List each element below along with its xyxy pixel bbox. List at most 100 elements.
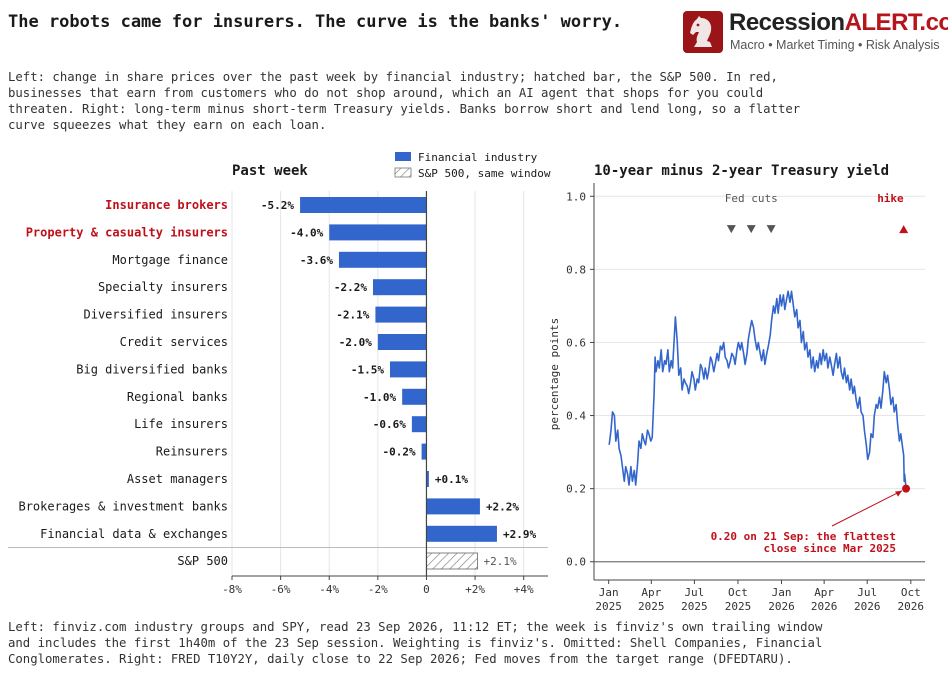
intro-text: Left: change in share prices over the pa… bbox=[8, 70, 801, 132]
x-tick-label-month: Jul bbox=[857, 586, 877, 599]
x-tick-label: -6% bbox=[271, 583, 291, 596]
fed-cut-marker bbox=[746, 225, 756, 234]
bar bbox=[426, 471, 429, 487]
annotation-arrowhead bbox=[895, 490, 903, 497]
category-label: Financial data & exchanges bbox=[40, 527, 228, 541]
x-tick-label-year: 2026 bbox=[854, 600, 881, 613]
fed-cuts-label: Fed cuts bbox=[725, 192, 778, 205]
bar bbox=[300, 197, 427, 213]
x-tick-label: +2% bbox=[465, 583, 485, 596]
y-tick-label: 1.0 bbox=[566, 190, 586, 203]
category-label: Insurance brokers bbox=[105, 198, 228, 212]
bar bbox=[426, 498, 480, 515]
category-label: Reinsurers bbox=[156, 445, 228, 459]
y-tick-label: 0.0 bbox=[566, 556, 586, 569]
x-tick-label: -2% bbox=[368, 583, 388, 596]
x-tick-label-month: Jan bbox=[772, 586, 792, 599]
bar bbox=[338, 251, 427, 268]
value-label: -2.0% bbox=[339, 336, 372, 349]
legend-swatch-industry bbox=[395, 152, 411, 161]
left-chart-title: Past week bbox=[232, 163, 308, 179]
y-tick-label: 0.4 bbox=[566, 410, 586, 423]
bar bbox=[377, 334, 427, 350]
yield-spread-line bbox=[608, 290, 907, 490]
value-label: -1.0% bbox=[363, 391, 396, 404]
x-tick-label-month: Oct bbox=[728, 586, 748, 599]
category-label: Mortgage finance bbox=[112, 253, 228, 267]
x-tick-label-year: 2025 bbox=[681, 600, 708, 613]
category-label: Big diversified banks bbox=[76, 362, 228, 376]
category-label: Life insurers bbox=[134, 417, 228, 431]
x-tick-label: -8% bbox=[222, 583, 242, 596]
value-label: -2.1% bbox=[336, 309, 369, 322]
benchmark-bar bbox=[426, 552, 478, 570]
brand-logo: RecessionALERT.com Macro • Market Timing… bbox=[683, 9, 948, 55]
value-label: -5.2% bbox=[261, 199, 294, 212]
y-tick-label: 0.2 bbox=[566, 483, 586, 496]
category-label: Brokerages & investment banks bbox=[18, 499, 228, 513]
x-tick-label-year: 2026 bbox=[811, 600, 838, 613]
category-label: Regional banks bbox=[127, 390, 228, 404]
annotation-line-2: close since Mar 2025 bbox=[764, 542, 896, 555]
fed-hike-marker bbox=[899, 225, 909, 234]
category-label: Asset managers bbox=[127, 472, 228, 486]
value-label: +0.1% bbox=[435, 473, 468, 486]
value-label: -1.5% bbox=[351, 363, 384, 376]
annotation-arrow bbox=[831, 490, 903, 527]
benchmark-value-label: +2.1% bbox=[484, 555, 517, 568]
category-label: Credit services bbox=[120, 335, 228, 349]
y-tick-label: 0.8 bbox=[566, 263, 586, 276]
bar bbox=[421, 443, 427, 460]
right-chart-title: 10-year minus 2-year Treasury yield bbox=[594, 163, 889, 179]
brand-tagline: Macro • Market Timing • Risk Analysis bbox=[730, 38, 940, 52]
value-label: -0.6% bbox=[373, 418, 406, 431]
bar bbox=[426, 525, 497, 542]
fed-cut-marker bbox=[766, 225, 776, 234]
x-tick-label: -4% bbox=[319, 583, 339, 596]
value-label: +2.9% bbox=[503, 528, 536, 541]
x-tick-label-month: Jul bbox=[684, 586, 704, 599]
x-tick-label-month: Apr bbox=[814, 586, 834, 599]
yield-curve-chart: 10-year minus 2-year Treasury yield 0.0 0.… bbox=[548, 163, 925, 613]
x-tick-label-month: Apr bbox=[641, 586, 661, 599]
knight-icon bbox=[683, 11, 723, 53]
x-tick-label-year: 2026 bbox=[768, 600, 795, 613]
y-axis-label: percentage points bbox=[548, 318, 561, 431]
industry-bar-chart: Past week Financial industry S&P 500, same… bbox=[8, 151, 551, 596]
bar bbox=[375, 306, 427, 323]
footer-notes: Left: finviz.com industry groups and SPY… bbox=[8, 620, 823, 666]
bar bbox=[372, 279, 427, 296]
x-tick-label-year: 2025 bbox=[725, 600, 752, 613]
value-label: -2.2% bbox=[334, 281, 367, 294]
y-tick-label: 0.6 bbox=[566, 336, 586, 349]
legend-label-sp500: S&P 500, same window bbox=[418, 167, 551, 180]
annotation-line-1: 0.20 on 21 Sep: the flattest bbox=[711, 530, 896, 543]
value-label: -3.6% bbox=[300, 254, 333, 267]
x-tick-label: 0 bbox=[423, 583, 430, 596]
brand-name: RecessionALERT.com bbox=[729, 9, 948, 36]
benchmark-label: S&P 500 bbox=[177, 554, 228, 568]
fed-cut-marker bbox=[726, 225, 736, 234]
x-tick-label-year: 2025 bbox=[638, 600, 665, 613]
legend-label-industry: Financial industry bbox=[418, 151, 538, 164]
value-label: -4.0% bbox=[290, 226, 323, 239]
x-tick-label-year: 2025 bbox=[595, 600, 622, 613]
legend-swatch-sp500 bbox=[394, 167, 412, 178]
bar bbox=[329, 224, 427, 241]
value-label: +2.2% bbox=[486, 500, 519, 513]
fed-hike-label: hike bbox=[877, 192, 904, 205]
bar bbox=[402, 388, 427, 405]
headline: The robots came for insurers. The curve … bbox=[8, 12, 623, 32]
x-tick-label-year: 2026 bbox=[898, 600, 925, 613]
category-label: Diversified insurers bbox=[84, 308, 229, 322]
bar bbox=[411, 416, 427, 433]
bar bbox=[390, 361, 427, 378]
x-tick-label: +4% bbox=[514, 583, 534, 596]
category-label: Property & casualty insurers bbox=[26, 225, 228, 239]
category-label: Specialty insurers bbox=[98, 280, 228, 294]
x-tick-label-month: Oct bbox=[901, 586, 921, 599]
value-label: -0.2% bbox=[382, 446, 415, 459]
x-tick-label-month: Jan bbox=[599, 586, 619, 599]
latest-point-marker bbox=[902, 484, 911, 493]
